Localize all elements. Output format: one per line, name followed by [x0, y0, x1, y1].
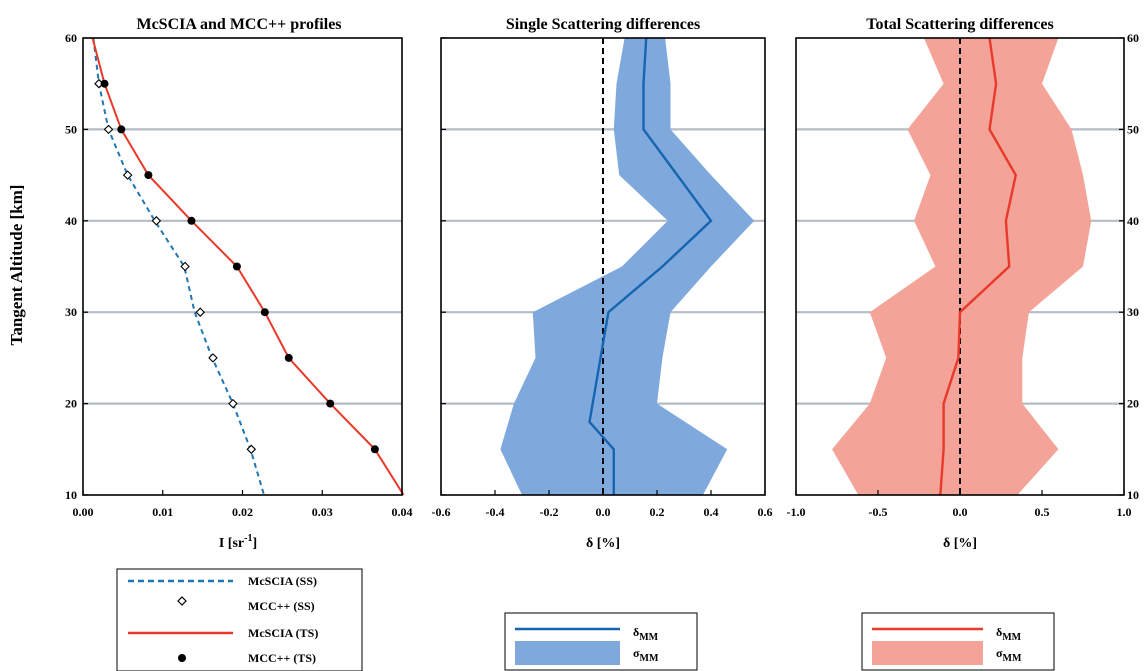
x-tick-label: 0.6: [758, 505, 773, 519]
legend-mcscia-ss-label: McSCIA (SS): [248, 574, 317, 588]
y-tick-label-right: 30: [1127, 305, 1139, 319]
y-tick-label: 30: [65, 305, 77, 319]
data-point-mcc-ss: [180, 261, 190, 272]
delta-line: [588, 37, 713, 495]
panel1-title: McSCIA and MCC++ profiles: [136, 16, 341, 33]
data-point-mcc-ts: [232, 262, 241, 271]
y-tick-label-right: 40: [1127, 214, 1139, 228]
data-point-mcc-ts: [326, 399, 335, 408]
legend-mcscia-ts-label: McSCIA (TS): [248, 626, 318, 640]
data-point-mcc-ts: [260, 308, 269, 317]
legend-ss-delta-label: δMM: [633, 625, 659, 643]
panel3-x-axis-label: δ [%]: [943, 536, 977, 551]
legend-ss-sigma-swatch: [515, 641, 620, 665]
legend-ss-sigma-label: σMM: [633, 646, 659, 664]
y-tick-label-right: 20: [1127, 397, 1139, 411]
sigma-band: [500, 38, 755, 495]
y-tick-label-right: 10: [1127, 488, 1139, 502]
data-point-mcc-ss: [228, 398, 238, 409]
x-tick-label: -0.6: [432, 505, 451, 519]
x-tick-label: 0.5: [1035, 505, 1050, 519]
x-tick-label: 0.02: [232, 505, 253, 519]
x-tick-label: 0.00: [73, 505, 94, 519]
x-tick-label: 1.0: [1117, 505, 1132, 519]
x-tick-label: 0.0: [596, 505, 611, 519]
data-point-mcc-ss: [246, 444, 257, 455]
data-point-mcc-ss: [195, 307, 206, 317]
legend-mcc-ss-swatch: [177, 596, 187, 606]
panel2-title: Single Scattering differences: [506, 16, 700, 33]
data-point-mcc-ts: [370, 445, 379, 454]
legend-mcc-ts-label: MCC++ (TS): [248, 651, 316, 665]
legend-ts-sigma-swatch: [872, 641, 983, 665]
data-point-mcc-ts: [187, 216, 196, 225]
x-tick-label: 0.4: [704, 505, 719, 519]
data-point-mcc-ss: [151, 216, 162, 226]
y-tick-label: 20: [65, 397, 77, 411]
data-point-mcc-ss: [208, 353, 218, 363]
legend-profiles: McSCIA (SS) MCC++ (SS) McSCIA (TS) MCC++…: [116, 568, 363, 671]
data-point-mcc-ss: [103, 124, 114, 135]
y-tick-label: 60: [65, 31, 77, 45]
legend-total-scattering: δMM σMM: [861, 612, 1055, 671]
x-tick-label: 0.04: [392, 505, 413, 519]
data-point-mcc-ts: [284, 353, 293, 362]
x-tick-label: -0.5: [869, 505, 888, 519]
x-tick-label: -0.2: [540, 505, 559, 519]
x-tick-label: -0.4: [486, 505, 505, 519]
x-tick-label: 0.01: [152, 505, 173, 519]
x-tick-label: 0.2: [650, 505, 665, 519]
y-tick-label: 40: [65, 214, 77, 228]
panel1-plot: 0.00 0.01 0.02 0.03 0.04 10 20 30 40 50 60: [65, 31, 413, 519]
y-tick-label: 50: [65, 122, 77, 136]
panel2-plot: -0.6 -0.4 -0.2 0.0 0.2 0.4 0.6: [432, 37, 773, 519]
plot-frame: [82, 37, 403, 496]
legend-ts-sigma-label: σMM: [996, 646, 1022, 664]
series-line-mcscia-ts: [91, 37, 405, 496]
legend-single-scattering: δMM σMM: [504, 612, 698, 671]
delta-line: [939, 37, 1018, 496]
x-tick-label: -1.0: [787, 505, 806, 519]
panel2-x-axis-label: δ [%]: [586, 536, 620, 551]
y-tick-label: 10: [65, 488, 77, 502]
data-point-mcc-ts: [117, 125, 126, 134]
y-tick-label-right: 60: [1127, 31, 1139, 45]
legend-mcc-ts-swatch: [178, 654, 186, 662]
legend-mcc-ss-label: MCC++ (SS): [248, 599, 315, 613]
legend-ts-delta-label: δMM: [996, 625, 1022, 643]
data-point-mcc-ss: [122, 170, 133, 180]
x-tick-label: 0.03: [312, 505, 333, 519]
panel3-plot: -1.0 -0.5 0.0 0.5 1.0 10 20 30 40 50 60: [787, 31, 1140, 519]
y-tick-label-right: 50: [1127, 122, 1139, 136]
sigma-band: [832, 38, 1092, 495]
panel1-x-axis-label: I [sr-1]: [219, 533, 257, 551]
y-axis-label: Tangent Altitude [km]: [7, 185, 26, 346]
x-tick-label: 0.0: [953, 505, 968, 519]
data-point-mcc-ts: [100, 79, 109, 88]
data-point-mcc-ts: [144, 171, 153, 180]
panel3-title: Total Scattering differences: [866, 16, 1054, 33]
